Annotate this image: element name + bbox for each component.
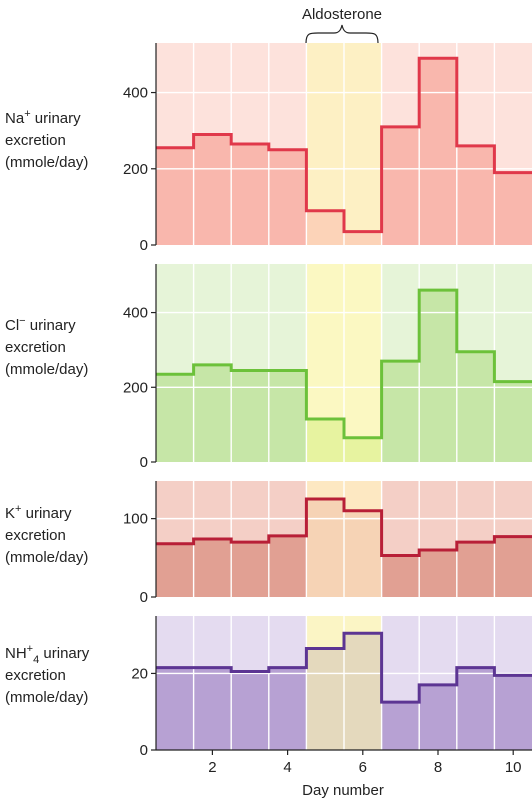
sodium-series-line (156, 56, 532, 234)
potassium-panel: 0 100 K+ urinary excretion (mmole/day) (5, 481, 532, 606)
potassium-y-axis-label: K+ urinary excretion (mmole/day) (5, 503, 88, 566)
chloride-panel: 0 200 400 Cl− urinary excretion (mmole/day) (5, 264, 532, 471)
sodium-y-tick-label: 400 (123, 85, 148, 102)
potassium-bar-day-3 (231, 542, 269, 597)
sodium-bar-day-8 (419, 58, 457, 245)
chloride-bar-day-9 (456, 351, 495, 462)
sodium-bar-day-4 (268, 149, 307, 245)
x-tick-label: 8 (434, 759, 442, 776)
potassium-bar-day-7 (381, 555, 420, 597)
chloride-bar-day-3 (231, 370, 269, 462)
chloride-bar-day-1 (156, 374, 194, 462)
chloride-y-tick-label: 200 (123, 379, 148, 396)
ammonium-bar-day-6 (344, 633, 382, 750)
sodium-y-tick-label: 0 (140, 237, 148, 254)
chloride-series-line (156, 288, 532, 440)
ammonium-bar-day-9 (456, 667, 495, 750)
ammonium-bar-day-10 (494, 675, 532, 750)
chloride-bar-day-2 (193, 364, 232, 462)
sodium-bar-day-2 (193, 134, 232, 245)
potassium-y-tick-label: 0 (140, 589, 148, 606)
potassium-y-tick-label: 100 (123, 511, 148, 528)
potassium-bar-day-5 (306, 499, 344, 597)
potassium-bar-day-10 (494, 536, 532, 597)
aldosterone-annotation: Aldosterone (302, 6, 382, 44)
x-tick-label: 4 (283, 759, 291, 776)
potassium-bar-day-6 (344, 510, 382, 597)
x-axis-title: Day number (302, 782, 384, 799)
potassium-bar-day-9 (456, 542, 495, 597)
chloride-bar-day-7 (381, 361, 420, 462)
potassium-series-line (156, 497, 532, 557)
chloride-bar-day-5 (306, 419, 344, 462)
chloride-bar-day-8 (419, 290, 457, 462)
ammonium-bar-day-5 (306, 648, 344, 750)
sodium-bar-day-7 (381, 126, 420, 245)
sodium-bar-day-9 (456, 145, 495, 245)
chloride-y-tick-label: 400 (123, 305, 148, 322)
chloride-y-axis-label: Cl− urinary excretion (mmole/day) (5, 315, 88, 378)
sodium-bar-day-3 (231, 144, 269, 245)
chloride-y-tick-label: 0 (140, 454, 148, 471)
aldosterone-label: Aldosterone (302, 6, 382, 23)
x-tick-label: 2 (208, 759, 216, 776)
sodium-bar-day-5 (306, 210, 344, 245)
ammonium-bar-day-2 (193, 667, 232, 750)
sodium-bar-day-10 (494, 172, 532, 245)
ammonium-y-tick-label: 20 (131, 665, 148, 682)
ammonium-y-axis-label: NH+4 urinary excretion (mmole/day) (5, 643, 90, 706)
potassium-bar-day-2 (193, 539, 232, 597)
ammonium-y-tick-label: 0 (140, 742, 148, 759)
chloride-bar-day-10 (494, 381, 532, 462)
ammonium-bar-day-4 (268, 667, 307, 750)
x-axis: 2 4 6 8 10 (156, 749, 532, 776)
potassium-bar-day-1 (156, 543, 194, 597)
potassium-bar-day-4 (268, 535, 307, 597)
ammonium-panel: 0 20 NH+4 urinary excretion (mmole/day) (5, 616, 532, 759)
sodium-bar-day-6 (344, 231, 382, 245)
x-tick-label: 10 (505, 759, 522, 776)
ammonium-bar-day-8 (419, 684, 457, 750)
sodium-panel: 0 200 400 Na+ urinary excretion (mmole/day) (5, 43, 532, 254)
ammonium-bar-day-7 (381, 702, 420, 750)
chloride-bar-day-4 (268, 370, 307, 462)
aldosterone-brace (305, 24, 379, 44)
potassium-bar-day-8 (419, 549, 457, 597)
chloride-bar-day-6 (344, 437, 382, 462)
sodium-y-tick-label: 200 (123, 161, 148, 178)
ammonium-bar-day-3 (231, 671, 269, 750)
sodium-y-axis-label: Na+ urinary excretion (mmole/day) (5, 108, 88, 171)
ammonium-bar-day-1 (156, 667, 194, 750)
x-tick-label: 6 (359, 759, 367, 776)
ammonium-series-line (156, 631, 532, 704)
sodium-bar-day-1 (156, 147, 194, 245)
